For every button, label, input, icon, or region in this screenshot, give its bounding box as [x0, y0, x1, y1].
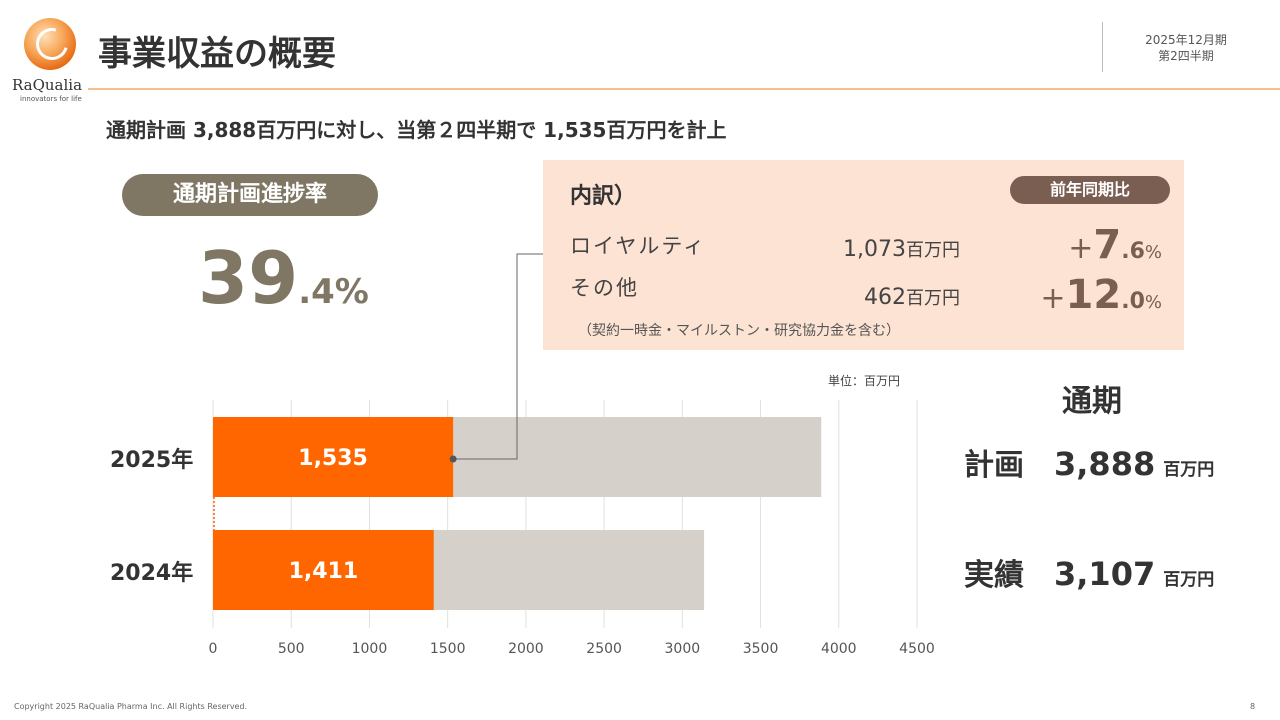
annual-actual-row: 実績 3,107 百万円: [964, 550, 1214, 594]
breakdown-title: 内訳）: [570, 184, 637, 209]
royalty-chg-int: 7: [1093, 222, 1122, 268]
royalty-chg-pct: %: [1144, 242, 1162, 263]
x-tick-label: 3500: [743, 641, 779, 657]
other-unit: 百万円: [906, 288, 960, 309]
category-label-2025: 2025年: [110, 448, 194, 473]
breakdown-row-change: +7.6%: [942, 222, 1162, 268]
other-chg-dec: .0: [1121, 289, 1145, 314]
x-tick-label: 4000: [821, 641, 857, 657]
actual-label: 実績: [964, 558, 1024, 593]
progress-int: 39: [198, 236, 299, 320]
copyright: Copyright 2025 RaQualia Pharma Inc. All …: [14, 702, 248, 711]
x-tick-label: 500: [278, 641, 305, 657]
slide-subtitle: 通期計画 3,888百万円に対し、当第２四半期で 1,535百万円を計上: [106, 118, 727, 142]
plan-label: 計画: [964, 448, 1024, 483]
progress-dec: .4%: [298, 272, 369, 312]
x-tick-label: 1500: [430, 641, 466, 657]
fiscal-period: 2025年12月期 第2四半期: [1104, 32, 1268, 64]
royalty-chg-dec: .6: [1121, 239, 1145, 264]
actual-unit: 百万円: [1163, 570, 1215, 590]
bar-actual: [213, 530, 434, 610]
breakdown-row-value: 1,073百万円: [760, 236, 960, 262]
x-tick-label: 2000: [508, 641, 544, 657]
bar-actual: [213, 417, 454, 497]
breakdown-callout-line: [453, 253, 543, 460]
header-divider: [1102, 22, 1103, 72]
logo-tagline: innovators for life: [20, 95, 82, 103]
other-chg-pct: %: [1144, 292, 1162, 313]
plan-unit: 百万円: [1163, 460, 1215, 480]
breakdown-row-label: ロイヤルティ: [570, 234, 707, 258]
bar-value-label: 1,535: [298, 446, 368, 471]
annual-plan-row: 計画 3,888 百万円: [964, 440, 1214, 484]
royalty-unit: 百万円: [906, 240, 960, 261]
yoy-label-pill: 前年同期比: [1010, 176, 1170, 204]
royalty-chg-sign: +: [1068, 231, 1094, 266]
period-line2: 第2四半期: [1158, 49, 1214, 63]
page-title: 事業収益の概要: [98, 34, 336, 74]
x-tick-label: 3000: [665, 641, 701, 657]
x-tick-label: 2500: [586, 641, 622, 657]
period-line1: 2025年12月期: [1145, 33, 1227, 47]
progress-label-pill: 通期計画進捗率: [122, 174, 378, 216]
other-value: 462: [864, 285, 906, 310]
category-label-2024: 2024年: [110, 561, 194, 586]
breakdown-row-change: +12.0%: [942, 272, 1162, 318]
x-axis-ticks: 0 500 1000 1500 2000 2500 3000 3500 4000 4500: [209, 641, 935, 657]
actual-value: 3,107: [1054, 555, 1156, 593]
other-chg-sign: +: [1040, 281, 1066, 316]
royalty-value: 1,073: [843, 237, 906, 262]
progress-percentage: 39.4%: [198, 236, 369, 320]
callout-dot: [449, 455, 457, 463]
annual-heading: 通期: [1062, 384, 1122, 419]
breakdown-row-value: 462百万円: [760, 284, 960, 310]
unit-note: 単位：百万円: [828, 374, 901, 388]
logo-name: RaQualia: [12, 76, 83, 94]
x-tick-label: 4500: [899, 641, 935, 657]
page-number: 8: [1250, 702, 1256, 711]
breakdown-note: （契約一時金・マイルストン・研究協力金を含む）: [578, 323, 900, 339]
x-tick-label: 0: [209, 641, 218, 657]
company-logo-icon: [24, 18, 76, 70]
other-chg-int: 12: [1065, 272, 1122, 318]
x-tick-label: 1000: [352, 641, 388, 657]
header-rule: [88, 88, 1280, 90]
bar-value-label: 1,411: [289, 559, 359, 584]
breakdown-row-label: その他: [570, 276, 639, 300]
plan-value: 3,888: [1054, 445, 1156, 483]
